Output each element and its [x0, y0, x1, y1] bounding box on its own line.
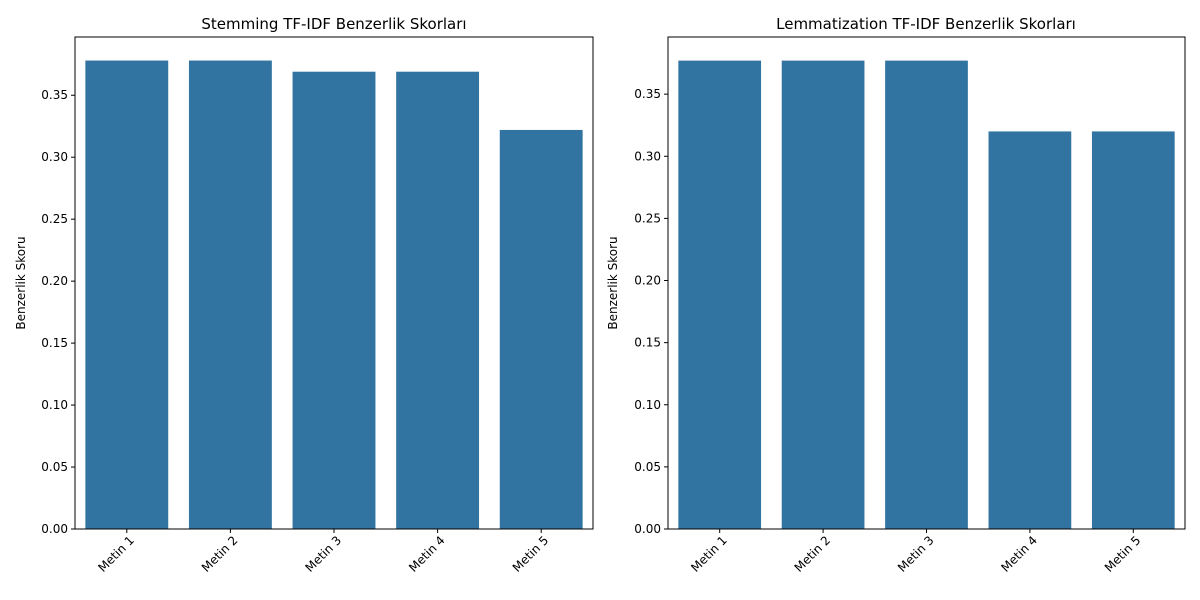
- y-tick-label: 0.00: [41, 522, 68, 536]
- y-tick-label: 0.35: [634, 87, 661, 101]
- y-tick-label: 0.20: [634, 274, 661, 288]
- y-tick-label: 0.10: [634, 398, 661, 412]
- x-tick-label: Metin 4: [998, 533, 1040, 575]
- x-tick-label: Metin 4: [406, 533, 448, 575]
- y-tick-label: 0.25: [41, 212, 68, 226]
- x-tick-label: Metin 1: [688, 533, 730, 575]
- plot-frame: [74, 36, 594, 530]
- bar: [885, 60, 968, 530]
- lemmatization-chart: Lemmatization TF-IDF Benzerlik Skorları …: [606, 15, 1186, 575]
- y-tick-label: 0.15: [634, 336, 661, 350]
- bar: [292, 71, 376, 529]
- y-tick-label: 0.05: [41, 460, 68, 474]
- x-tick-label: Metin 3: [303, 533, 345, 575]
- y-tick-label: 0.05: [634, 460, 661, 474]
- bar: [678, 60, 762, 530]
- stemming-chart: Stemming TF-IDF Benzerlik Skorları Benze…: [14, 15, 594, 575]
- y-tick-label: 0.25: [634, 211, 661, 225]
- x-tick-label: Metin 2: [792, 533, 834, 575]
- x-tick-label: Metin 1: [95, 533, 137, 575]
- x-tick-label: Metin 3: [895, 533, 937, 575]
- bar: [499, 129, 583, 530]
- y-ticks: 0.00 0.05 0.10 0.15 0.20 0.25 0.30 0.35: [41, 88, 75, 536]
- x-tick-label: Metin 2: [199, 533, 241, 575]
- bar: [85, 60, 169, 529]
- bars: [678, 60, 1175, 530]
- plot-frame: [667, 36, 1186, 530]
- y-axis-label: Benzerlik Skoru: [606, 236, 620, 329]
- y-tick-label: 0.35: [41, 88, 68, 102]
- bar: [988, 131, 1072, 529]
- x-tick-label: Metin 5: [510, 533, 552, 575]
- bar: [781, 60, 865, 530]
- y-tick-label: 0.20: [41, 274, 68, 288]
- bars: [85, 60, 583, 530]
- y-tick-label: 0.10: [41, 398, 68, 412]
- y-ticks: 0.00 0.05 0.10 0.15 0.20 0.25 0.30 0.35: [634, 87, 668, 536]
- y-tick-label: 0.30: [41, 150, 68, 164]
- y-tick-label: 0.15: [41, 336, 68, 350]
- y-tick-label: 0.30: [634, 149, 661, 163]
- bar: [1091, 131, 1175, 529]
- bar: [188, 60, 272, 529]
- y-tick-label: 0.00: [634, 522, 661, 536]
- bar: [396, 71, 480, 529]
- y-axis-label: Benzerlik Skoru: [14, 236, 28, 329]
- x-ticks: Metin 1 Metin 2 Metin 3 Metin 4 Metin 5: [95, 529, 551, 575]
- x-ticks: Metin 1 Metin 2 Metin 3 Metin 4 Metin 5: [688, 529, 1143, 575]
- chart-title: Stemming TF-IDF Benzerlik Skorları: [201, 15, 466, 33]
- chart-title: Lemmatization TF-IDF Benzerlik Skorları: [776, 15, 1076, 33]
- x-tick-label: Metin 5: [1102, 533, 1144, 575]
